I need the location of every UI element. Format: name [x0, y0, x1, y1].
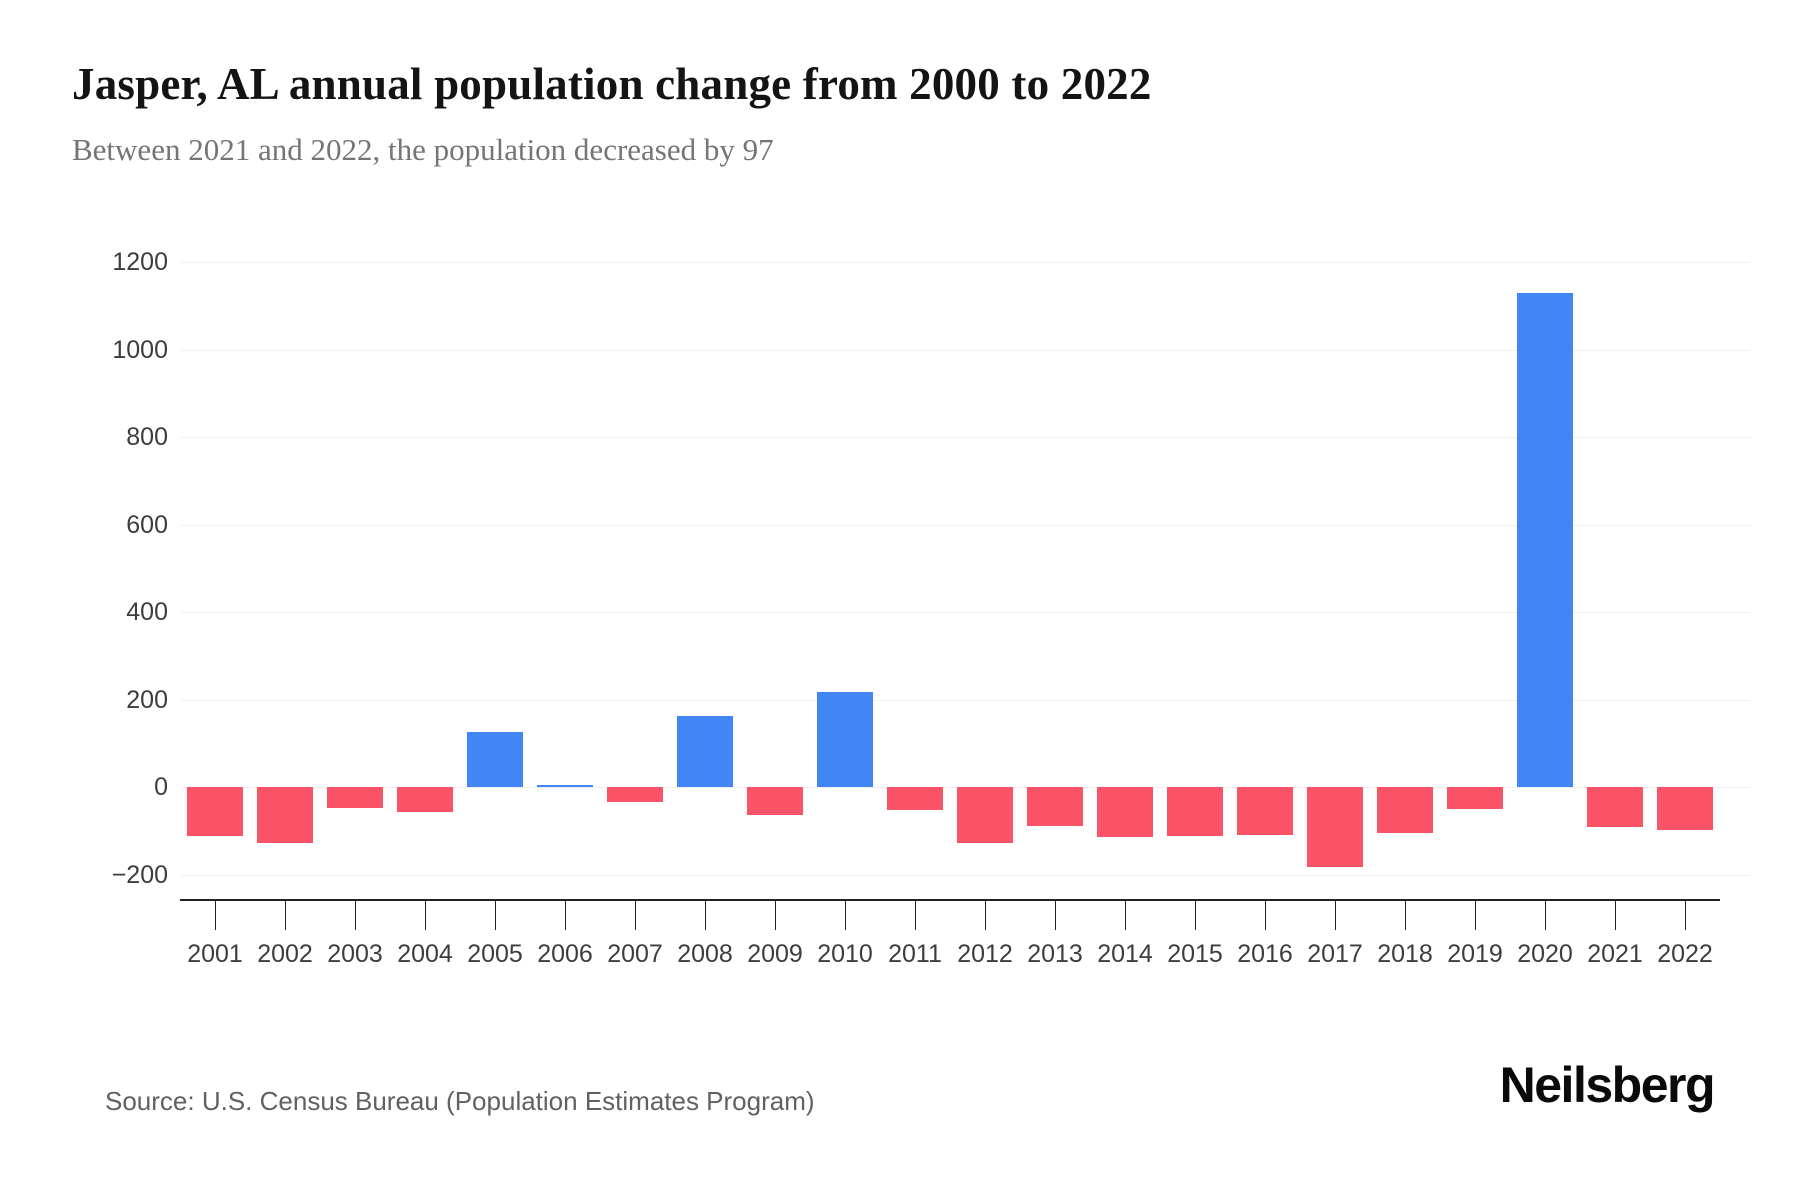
x-axis-line	[180, 899, 1720, 901]
bar-2020[interactable]	[1517, 292, 1573, 788]
x-axis-label-2004: 2004	[397, 940, 453, 968]
x-axis-label-2017: 2017	[1307, 940, 1363, 968]
plot-area: 1200 1000 800 600 400 200 0 −200 2001 2002 2003 200…	[112, 248, 1750, 968]
x-tick-2018	[1405, 901, 1406, 930]
x-axis-label-2021: 2021	[1587, 940, 1643, 968]
gridline--200	[180, 875, 1750, 876]
x-axis-label-2008: 2008	[677, 940, 733, 968]
x-tick-2011	[915, 901, 916, 930]
x-tick-2020	[1545, 901, 1546, 930]
gridline-1200	[180, 262, 1750, 263]
x-tick-2021	[1615, 901, 1616, 930]
x-tick-2007	[635, 901, 636, 930]
x-tick-2006	[565, 901, 566, 930]
x-axis-label-2016: 2016	[1237, 940, 1293, 968]
bar-2022[interactable]	[1657, 787, 1713, 830]
gridline-1000	[180, 349, 1750, 351]
bar-2018[interactable]	[1377, 787, 1433, 833]
x-tick-2010	[845, 901, 846, 930]
x-axis-label-2003: 2003	[327, 940, 383, 968]
x-axis-label-2002: 2002	[257, 940, 313, 968]
x-tick-2014	[1125, 901, 1126, 930]
x-tick-2001	[215, 901, 216, 930]
x-tick-2017	[1335, 901, 1336, 930]
x-axis-label-2011: 2011	[888, 940, 942, 968]
x-axis-label-2012: 2012	[957, 940, 1013, 968]
neilsberg-logo: Neilsberg	[1499, 1057, 1716, 1113]
bar-2021[interactable]	[1587, 787, 1643, 828]
x-tick-2016	[1265, 901, 1266, 930]
y-axis-label-400: 400	[126, 598, 168, 627]
y-axis-label-800: 800	[126, 423, 168, 452]
gridline-400	[180, 612, 1750, 614]
x-axis-label-2007: 2007	[607, 940, 663, 968]
gridline-200	[180, 699, 1750, 701]
x-axis-label-2014: 2014	[1097, 940, 1153, 968]
x-axis-label-2013: 2013	[1027, 940, 1083, 968]
source-note: Source: U.S. Census Bureau (Population E…	[105, 1086, 815, 1116]
bar-2017[interactable]	[1307, 787, 1363, 868]
x-axis-label-2022: 2022	[1657, 940, 1713, 968]
x-tick-2005	[495, 901, 496, 930]
x-tick-2022	[1685, 901, 1686, 930]
x-axis-label-2005: 2005	[467, 940, 523, 968]
bar-2009[interactable]	[747, 787, 803, 815]
bar-2013[interactable]	[1027, 787, 1083, 826]
bar-2005[interactable]	[467, 731, 523, 788]
y-axis-label-0: 0	[154, 773, 168, 802]
x-axis-label-2001: 2001	[187, 940, 243, 968]
x-axis-label-2018: 2018	[1377, 940, 1433, 968]
x-axis-label-2009: 2009	[747, 940, 803, 968]
y-axis-label-1200: 1200	[112, 248, 168, 276]
y-axis-label-200: 200	[126, 685, 168, 714]
bar-2006[interactable]	[537, 785, 593, 788]
gridline-600	[180, 524, 1750, 526]
bar-2003[interactable]	[327, 787, 383, 809]
y-axis-label--200: −200	[111, 861, 168, 889]
x-tick-2003	[355, 901, 356, 930]
bar-2004[interactable]	[397, 787, 453, 812]
x-tick-2004	[425, 901, 426, 930]
bar-2014[interactable]	[1097, 787, 1153, 837]
bar-2008[interactable]	[677, 716, 733, 788]
x-axis-label-2006: 2006	[537, 940, 593, 968]
x-axis-label-2015: 2015	[1167, 940, 1223, 968]
bar-2011[interactable]	[887, 787, 943, 811]
x-axis-label-2020: 2020	[1517, 940, 1573, 968]
x-tick-2012	[985, 901, 986, 930]
x-tick-2019	[1475, 901, 1476, 930]
x-tick-2002	[285, 901, 286, 930]
y-axis-label-600: 600	[126, 510, 168, 539]
x-tick-2009	[775, 901, 776, 930]
bar-2007[interactable]	[607, 787, 663, 802]
bar-2016[interactable]	[1237, 787, 1293, 836]
x-tick-2008	[705, 901, 706, 930]
x-tick-2015	[1195, 901, 1196, 930]
x-axis-label-2010: 2010	[817, 940, 873, 968]
gridline-800	[180, 437, 1750, 439]
bar-2012[interactable]	[957, 787, 1013, 844]
y-axis-label-1000: 1000	[112, 335, 168, 364]
x-tick-2013	[1055, 901, 1056, 930]
bar-2001[interactable]	[187, 787, 243, 837]
bar-2002[interactable]	[257, 787, 313, 844]
bar-2010[interactable]	[817, 691, 873, 788]
chart-subtitle: Between 2021 and 2022, the population de…	[72, 132, 774, 167]
bar-2019[interactable]	[1447, 787, 1503, 809]
bar-2015[interactable]	[1167, 787, 1223, 836]
x-axis-label-2019: 2019	[1447, 940, 1503, 968]
chart-title: Jasper, AL annual population change from…	[72, 59, 1152, 109]
